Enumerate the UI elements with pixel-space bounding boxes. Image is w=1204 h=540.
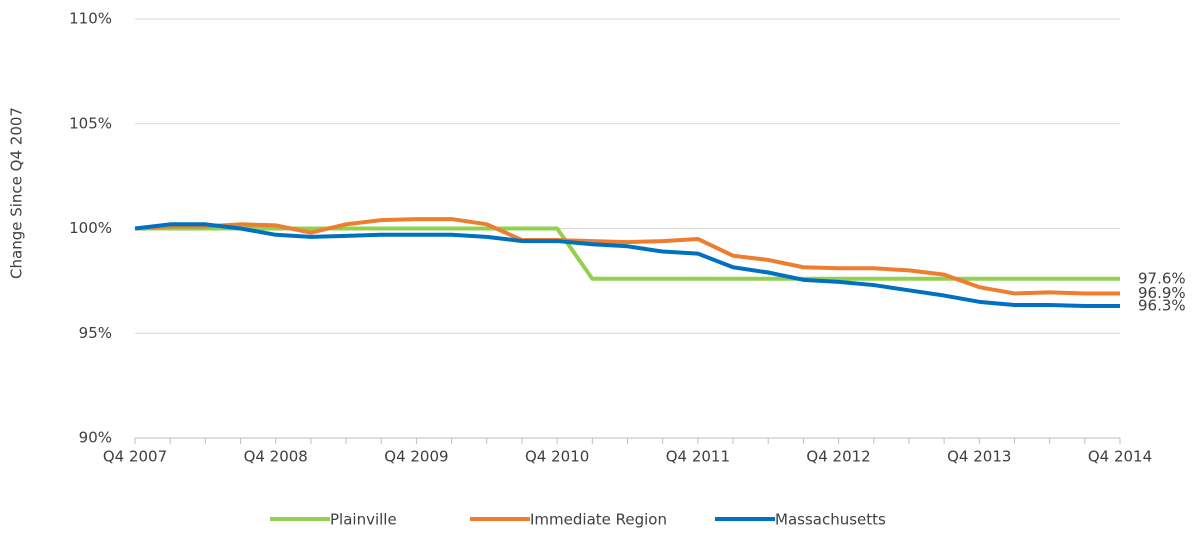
x-tick-label: Q4 2012 [806,448,870,466]
line-series [134,222,1120,309]
line-series [134,217,1120,296]
x-tick-label: Q4 2014 [1088,448,1152,466]
y-axis-title: Change Since Q4 2007 [8,107,26,279]
y-tick-label: 100% [69,219,112,237]
y-tick-label: 105% [69,114,112,132]
x-tick-label: Q4 2007 [103,448,167,466]
legend-label: Plainville [330,511,397,529]
y-tick-label: 95% [79,324,112,342]
y-tick-label: 90% [79,429,112,447]
data-label: 96.9% [1138,284,1186,302]
legend-label: Massachusetts [775,511,886,529]
data-label: 97.6% [1138,269,1186,287]
x-tick-label: Q4 2011 [666,448,730,466]
x-tick-label: Q4 2013 [947,448,1011,466]
legend-label: Immediate Region [530,511,667,529]
data-label: 96.3% [1138,297,1186,315]
x-tick-label: Q4 2009 [384,448,448,466]
x-tick-label: Q4 2010 [525,448,589,466]
x-tick-label: Q4 2008 [244,448,308,466]
y-tick-label: 110% [69,10,112,28]
